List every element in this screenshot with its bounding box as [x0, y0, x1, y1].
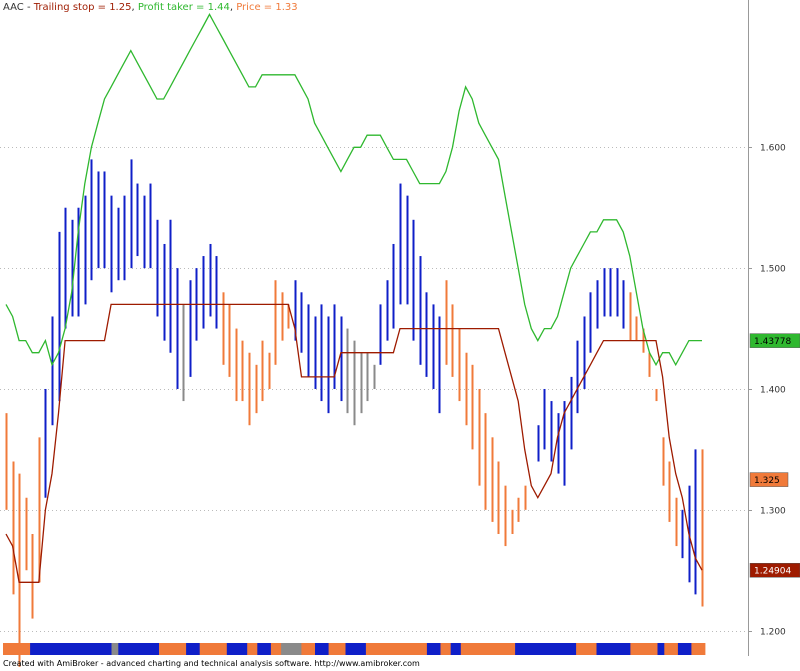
signal-strip-segment — [30, 643, 112, 655]
signal-strip-segment — [3, 643, 31, 655]
footer-credit: Created with AmiBroker - advanced charti… — [3, 659, 420, 668]
signal-strip-segment — [186, 643, 201, 655]
signal-strip-segment — [365, 643, 428, 655]
signal-strip-segment — [118, 643, 160, 655]
signal-strip — [3, 643, 706, 655]
signal-strip-segment — [450, 643, 462, 655]
signal-strip-segment — [576, 643, 597, 655]
y-tick-label: 1.200 — [760, 628, 786, 638]
signal-strip-segment — [270, 643, 282, 655]
legend-price-value: 1.33 — [275, 2, 298, 13]
y-tick-label: 1.300 — [760, 507, 786, 517]
legend-price-name: Price — [236, 2, 261, 13]
y-tick-label: 1.400 — [760, 386, 786, 396]
last-value-text: 1.325 — [754, 476, 780, 486]
signal-strip-segment — [328, 643, 346, 655]
legend-trailing-stop-name: Trailing stop — [33, 2, 95, 13]
signal-strip-segment — [440, 643, 452, 655]
signal-strip-segment — [281, 643, 302, 655]
last-value-text: 1.43778 — [754, 337, 791, 347]
signal-strip-segment — [664, 643, 679, 655]
signal-strip-segment — [657, 643, 665, 655]
y-tick-label: 1.600 — [760, 144, 786, 154]
legend-profit-taker-value: 1.44 — [207, 2, 230, 13]
signal-strip-segment — [111, 643, 119, 655]
price-bars — [5, 159, 704, 667]
legend-symbol: AAC — [3, 2, 24, 13]
signal-strip-segment — [677, 643, 692, 655]
trailing-stop-line — [5, 303, 703, 583]
signal-strip-segment — [426, 643, 441, 655]
signal-strip-segment — [691, 643, 706, 655]
profit-taker-line — [5, 13, 702, 367]
chart-legend: AAC - Trailing stop = 1.25, Profit taker… — [3, 2, 298, 13]
signal-strip-segment — [596, 643, 631, 655]
signal-strip-segment — [460, 643, 516, 655]
legend-trailing-stop: Trailing stop = 1.25 — [33, 2, 132, 13]
last-value-text: 1.24904 — [754, 567, 791, 577]
signal-strip-segment — [159, 643, 187, 655]
y-tick-label: 1.500 — [760, 265, 786, 275]
signal-strip-segment — [301, 643, 316, 655]
signal-strip-segment — [257, 643, 272, 655]
legend-price: Price = 1.33 — [236, 2, 298, 13]
last-value-box — [749, 562, 800, 578]
signal-strip-segment — [199, 643, 228, 655]
y-axis: 1.600 1.500 1.400 1.300 1.200 — [748, 144, 786, 638]
legend-separator: - — [23, 2, 34, 13]
signal-strip-segment — [247, 643, 258, 655]
signal-strip-segment — [345, 643, 367, 655]
signal-strip-segment — [315, 643, 329, 655]
signal-strip-segment — [630, 643, 658, 655]
signal-strip-segment — [515, 643, 577, 655]
last-value-box — [749, 333, 800, 348]
last-value-labels: 1.43778 1.325 1.24904 — [749, 333, 800, 578]
signal-strip-segment — [226, 643, 248, 655]
legend-trailing-stop-value: 1.25 — [109, 2, 132, 13]
legend-profit-taker: Profit taker = 1.44 — [137, 2, 230, 13]
legend-profit-taker-name: Profit taker — [137, 2, 193, 13]
last-value-box — [749, 472, 789, 487]
